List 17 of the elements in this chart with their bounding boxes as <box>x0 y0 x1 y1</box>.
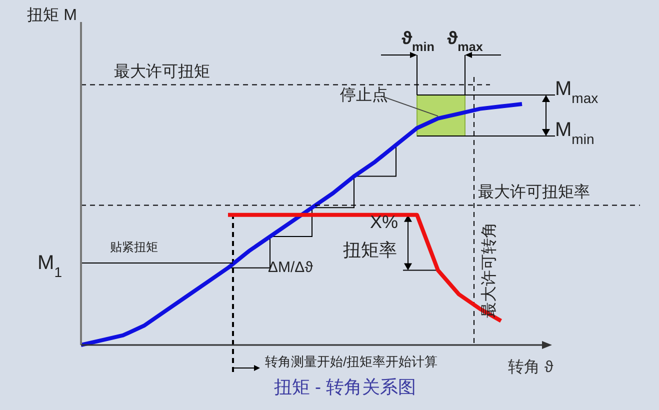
annotation: 贴紧扭矩 <box>110 240 158 254</box>
x-axis-title: 转角 ϑ <box>508 359 554 376</box>
ref-line-label: 最大许可扭矩率 <box>478 183 590 202</box>
annotation: ΔM/Δϑ <box>268 259 314 276</box>
annotation: 扭矩率 <box>343 240 397 260</box>
text: M$_{min}$ <box>555 119 594 147</box>
annotation: 最大许可转角 <box>480 222 498 318</box>
ref-line-label: M$_{1}$ <box>38 252 62 280</box>
text: 转角测量开始/扭矩率开始计算 <box>265 354 438 369</box>
text: ϑ$_{max}$ <box>447 28 483 54</box>
ref-line-label: 最大许可扭矩 <box>114 62 210 81</box>
text: ϑ$_{min}$ <box>402 28 434 54</box>
annotation: X% <box>370 212 398 232</box>
text: 扭矩 M <box>27 7 77 24</box>
text: M$_{max}$ <box>555 78 598 106</box>
annotation: 停止点 <box>340 86 388 104</box>
text: 扭矩 - 转角关系图 <box>274 377 416 397</box>
